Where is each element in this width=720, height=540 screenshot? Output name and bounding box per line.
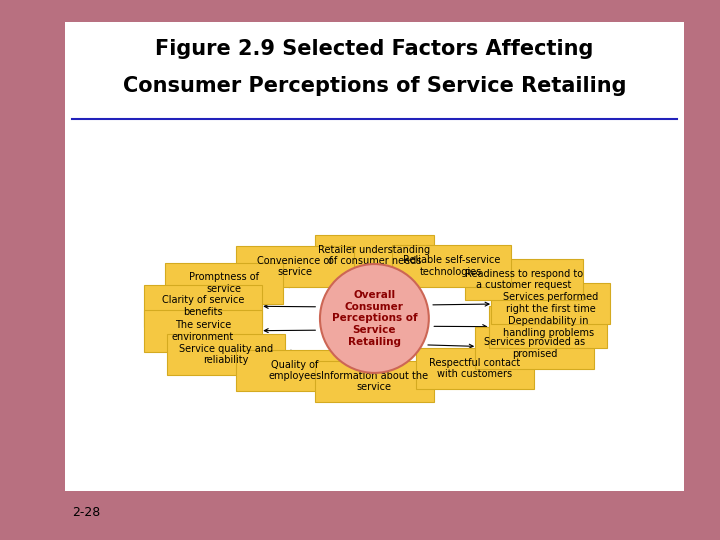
Text: Readiness to respond to
a customer request: Readiness to respond to a customer reque… bbox=[465, 268, 583, 290]
Text: Figure 2.9 Selected Factors Affecting: Figure 2.9 Selected Factors Affecting bbox=[156, 38, 593, 59]
Text: Services provided as
promised: Services provided as promised bbox=[484, 338, 585, 359]
Text: 2-28: 2-28 bbox=[72, 507, 100, 519]
FancyBboxPatch shape bbox=[143, 310, 262, 352]
FancyBboxPatch shape bbox=[143, 285, 262, 327]
Text: Promptness of
service: Promptness of service bbox=[189, 273, 259, 294]
Text: Convenience of
service: Convenience of service bbox=[257, 256, 333, 278]
Text: Information about the
service: Information about the service bbox=[321, 370, 428, 392]
Ellipse shape bbox=[320, 264, 429, 373]
Text: Retailer understanding
of consumer needs: Retailer understanding of consumer needs bbox=[318, 245, 431, 266]
Text: Service quality and
reliability: Service quality and reliability bbox=[179, 344, 273, 366]
Text: The service
environment: The service environment bbox=[171, 320, 234, 342]
FancyBboxPatch shape bbox=[166, 334, 285, 375]
Text: Overall
Consumer
Perceptions of
Service
Retailing: Overall Consumer Perceptions of Service … bbox=[332, 291, 417, 347]
FancyBboxPatch shape bbox=[475, 327, 594, 369]
FancyBboxPatch shape bbox=[415, 348, 534, 389]
FancyBboxPatch shape bbox=[165, 262, 283, 304]
FancyBboxPatch shape bbox=[235, 246, 354, 287]
FancyBboxPatch shape bbox=[465, 259, 583, 300]
Text: Reliable self-service
technologies: Reliable self-service technologies bbox=[402, 255, 500, 277]
Text: Respectful contact
with customers: Respectful contact with customers bbox=[429, 357, 521, 379]
FancyBboxPatch shape bbox=[235, 350, 354, 391]
FancyBboxPatch shape bbox=[315, 361, 433, 402]
Text: Services performed
right the first time: Services performed right the first time bbox=[503, 293, 598, 314]
FancyBboxPatch shape bbox=[392, 245, 510, 287]
Text: Consumer Perceptions of Service Retailing: Consumer Perceptions of Service Retailin… bbox=[122, 76, 626, 97]
FancyBboxPatch shape bbox=[491, 282, 610, 324]
Text: Clarity of service
benefits: Clarity of service benefits bbox=[162, 295, 244, 316]
FancyBboxPatch shape bbox=[489, 306, 608, 348]
Text: Quality of
employees: Quality of employees bbox=[269, 360, 322, 381]
Text: Dependability in
handling problems: Dependability in handling problems bbox=[503, 316, 594, 338]
FancyBboxPatch shape bbox=[315, 235, 433, 276]
